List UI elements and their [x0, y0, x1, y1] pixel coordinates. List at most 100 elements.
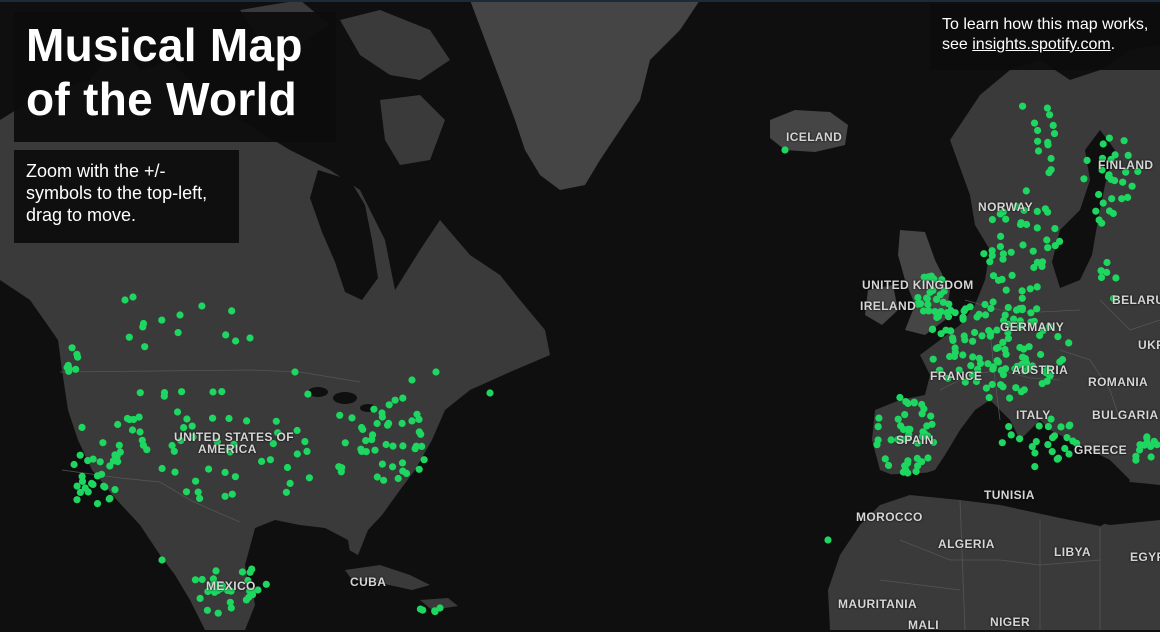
- city-marker[interactable]: [983, 385, 990, 392]
- city-marker[interactable]: [222, 469, 229, 476]
- city-marker[interactable]: [959, 314, 966, 321]
- city-marker[interactable]: [385, 420, 392, 427]
- city-marker[interactable]: [205, 466, 212, 473]
- city-marker[interactable]: [967, 303, 974, 310]
- city-marker[interactable]: [1108, 176, 1115, 183]
- city-marker[interactable]: [124, 415, 131, 422]
- city-marker[interactable]: [888, 436, 895, 443]
- city-marker[interactable]: [1006, 395, 1013, 402]
- city-marker[interactable]: [1034, 208, 1041, 215]
- city-marker[interactable]: [1112, 274, 1119, 281]
- city-marker[interactable]: [917, 300, 924, 307]
- city-marker[interactable]: [1009, 272, 1016, 279]
- city-marker[interactable]: [64, 364, 71, 371]
- city-marker[interactable]: [987, 305, 994, 312]
- city-marker[interactable]: [283, 489, 290, 496]
- city-marker[interactable]: [1108, 195, 1115, 202]
- city-marker[interactable]: [85, 488, 92, 495]
- city-marker[interactable]: [212, 567, 219, 574]
- city-marker[interactable]: [1036, 422, 1043, 429]
- city-marker[interactable]: [999, 383, 1006, 390]
- city-marker[interactable]: [973, 313, 980, 320]
- city-marker[interactable]: [192, 576, 199, 583]
- city-marker[interactable]: [374, 473, 381, 480]
- city-marker[interactable]: [436, 604, 443, 611]
- city-marker[interactable]: [129, 426, 136, 433]
- city-marker[interactable]: [923, 422, 930, 429]
- city-marker[interactable]: [1057, 423, 1064, 430]
- city-marker[interactable]: [195, 489, 202, 496]
- city-marker[interactable]: [368, 436, 375, 443]
- city-marker[interactable]: [927, 413, 934, 420]
- city-marker[interactable]: [994, 357, 1001, 364]
- city-marker[interactable]: [1019, 295, 1026, 302]
- city-marker[interactable]: [999, 439, 1006, 446]
- city-marker[interactable]: [1034, 283, 1041, 290]
- city-marker[interactable]: [1005, 304, 1012, 311]
- city-marker[interactable]: [228, 604, 235, 611]
- city-marker[interactable]: [1044, 209, 1051, 216]
- city-marker[interactable]: [919, 410, 926, 417]
- city-marker[interactable]: [993, 345, 1000, 352]
- city-marker[interactable]: [111, 486, 118, 493]
- city-marker[interactable]: [999, 276, 1006, 283]
- city-marker[interactable]: [1003, 287, 1010, 294]
- city-marker[interactable]: [232, 337, 239, 344]
- city-marker[interactable]: [294, 450, 301, 457]
- city-marker[interactable]: [403, 470, 410, 477]
- city-marker[interactable]: [1106, 207, 1113, 214]
- city-marker[interactable]: [933, 296, 940, 303]
- city-marker[interactable]: [961, 332, 968, 339]
- city-marker[interactable]: [949, 337, 956, 344]
- city-marker[interactable]: [1031, 463, 1038, 470]
- city-marker[interactable]: [1027, 285, 1034, 292]
- city-marker[interactable]: [1050, 122, 1057, 129]
- city-marker[interactable]: [198, 302, 205, 309]
- city-marker[interactable]: [969, 353, 976, 360]
- city-marker[interactable]: [1039, 258, 1046, 265]
- city-marker[interactable]: [72, 366, 79, 373]
- city-marker[interactable]: [1031, 449, 1038, 456]
- city-marker[interactable]: [1147, 443, 1154, 450]
- city-marker[interactable]: [1026, 343, 1033, 350]
- city-marker[interactable]: [930, 356, 937, 363]
- city-marker[interactable]: [192, 478, 199, 485]
- city-marker[interactable]: [204, 607, 211, 614]
- city-marker[interactable]: [947, 327, 954, 334]
- city-marker[interactable]: [986, 258, 993, 265]
- city-marker[interactable]: [126, 334, 133, 341]
- city-marker[interactable]: [129, 293, 136, 300]
- city-marker[interactable]: [379, 413, 386, 420]
- city-marker[interactable]: [885, 462, 892, 469]
- city-marker[interactable]: [1013, 307, 1020, 314]
- city-marker[interactable]: [1061, 445, 1068, 452]
- city-marker[interactable]: [997, 243, 1004, 250]
- city-marker[interactable]: [399, 420, 406, 427]
- city-marker[interactable]: [1054, 456, 1061, 463]
- city-marker[interactable]: [911, 399, 918, 406]
- city-marker[interactable]: [924, 295, 931, 302]
- city-marker[interactable]: [243, 596, 250, 603]
- city-marker[interactable]: [273, 418, 280, 425]
- city-marker[interactable]: [392, 397, 399, 404]
- city-marker[interactable]: [246, 334, 253, 341]
- city-marker[interactable]: [1096, 216, 1103, 223]
- city-marker[interactable]: [362, 437, 369, 444]
- city-marker[interactable]: [374, 420, 381, 427]
- city-marker[interactable]: [1019, 287, 1026, 294]
- city-marker[interactable]: [158, 317, 165, 324]
- city-marker[interactable]: [978, 332, 985, 339]
- city-marker[interactable]: [421, 456, 428, 463]
- city-marker[interactable]: [1012, 384, 1019, 391]
- city-marker[interactable]: [971, 329, 978, 336]
- city-marker[interactable]: [209, 388, 216, 395]
- city-marker[interactable]: [348, 414, 355, 421]
- city-marker[interactable]: [1002, 312, 1009, 319]
- city-marker[interactable]: [222, 493, 229, 500]
- city-marker[interactable]: [952, 349, 959, 356]
- city-marker[interactable]: [1021, 386, 1028, 393]
- city-marker[interactable]: [486, 389, 493, 396]
- city-marker[interactable]: [1034, 127, 1041, 134]
- city-marker[interactable]: [1019, 103, 1026, 110]
- city-marker[interactable]: [873, 441, 880, 448]
